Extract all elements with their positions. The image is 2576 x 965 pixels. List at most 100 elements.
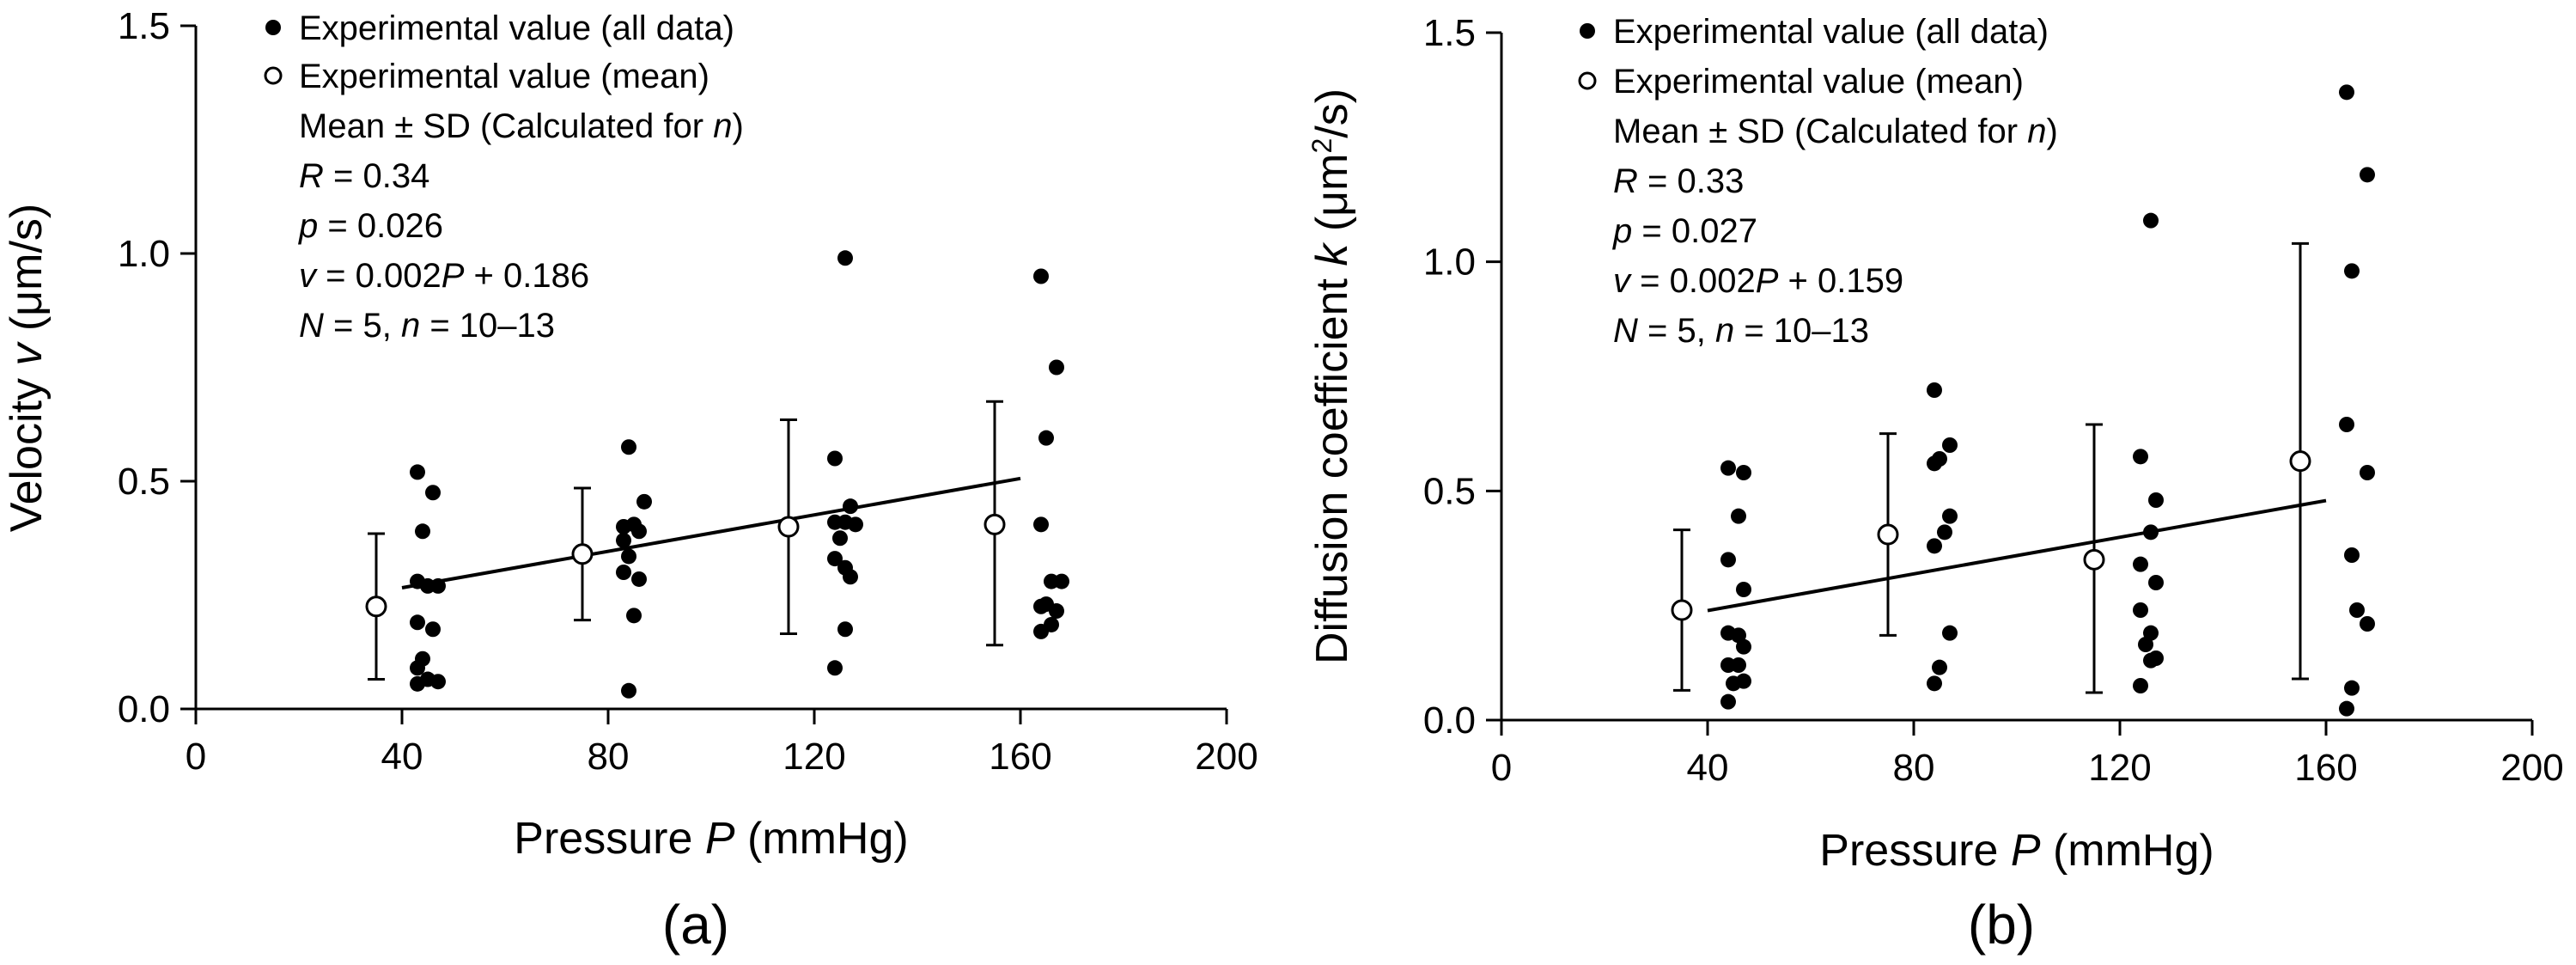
data-point <box>2143 652 2159 669</box>
data-points-a <box>410 250 1069 699</box>
data-point <box>616 565 631 580</box>
data-point <box>848 516 863 533</box>
data-point <box>1054 573 1069 589</box>
data-point <box>425 485 441 501</box>
x-tick-label: 120 <box>783 736 845 778</box>
legend-marker-mean <box>1578 71 1597 90</box>
x-tick-label: 0 <box>1491 747 1512 789</box>
x-tick-label: 120 <box>2088 747 2151 789</box>
mean-point <box>2083 548 2105 571</box>
data-point <box>410 464 425 480</box>
ticks-a: 0.0 0.5 1.0 1.5 0 40 80 120 160 200 <box>118 5 1258 778</box>
y-axis-title: Velocity v (μm/s) <box>2 204 52 532</box>
data-point <box>636 493 652 510</box>
mean-points-a <box>365 513 1006 618</box>
y-tick-label: 0.0 <box>1423 699 1476 742</box>
data-point <box>1937 524 1952 541</box>
mean-point <box>1877 523 1899 546</box>
data-point <box>1033 623 1049 639</box>
y-tick-label: 0.5 <box>1423 470 1476 512</box>
y-tick-label: 1.5 <box>1423 12 1476 54</box>
data-point <box>621 682 636 699</box>
data-point <box>1033 268 1049 284</box>
legend-p: p = 0.027 <box>1612 212 1757 250</box>
x-tick-label: 200 <box>2500 747 2563 789</box>
data-point <box>2133 602 2148 618</box>
data-point <box>2344 263 2360 279</box>
data-point <box>837 621 853 638</box>
error-bars-a <box>368 400 1003 681</box>
data-point <box>2148 492 2164 508</box>
data-point <box>1736 638 1751 655</box>
x-tick-label: 200 <box>1195 736 1258 778</box>
data-point <box>631 571 647 587</box>
data-point <box>843 498 858 515</box>
axes-a <box>194 26 1227 711</box>
fit-line-a <box>401 476 1021 589</box>
mean-point <box>1671 599 1693 621</box>
panel-label: (b) <box>1968 894 2035 956</box>
legend-all-data: Experimental value (all data) <box>299 9 734 47</box>
legend-marker-mean <box>264 66 283 85</box>
data-point <box>2339 84 2354 101</box>
panel-a: 0.0 0.5 1.0 1.5 0 40 80 120 160 200 Velocity v (μ… <box>2 5 1258 956</box>
data-point <box>410 614 425 631</box>
data-point <box>616 532 631 548</box>
x-tick-label: 40 <box>381 736 423 778</box>
legend-b: Experimental value (all data) Experiment… <box>1578 13 2058 350</box>
x-tick-label: 80 <box>588 736 630 778</box>
data-point <box>415 523 430 540</box>
y-tick-label: 1.0 <box>118 233 170 275</box>
data-point <box>1033 516 1049 533</box>
data-point <box>1927 382 1942 398</box>
mean-point <box>571 543 594 565</box>
data-point <box>2148 575 2164 590</box>
data-point <box>1736 465 1751 480</box>
x-tick-label: 80 <box>1893 747 1935 789</box>
data-point <box>1720 460 1736 476</box>
mean-point <box>777 516 800 538</box>
data-point <box>1942 625 1958 641</box>
data-point <box>631 523 647 540</box>
data-point <box>827 450 843 467</box>
legend-equation: v = 0.002P + 0.159 <box>1613 262 1903 300</box>
error-bars-b <box>1673 241 2309 694</box>
data-point <box>2349 602 2365 618</box>
data-point <box>2133 678 2148 693</box>
data-point <box>827 660 843 676</box>
data-point <box>2360 167 2375 183</box>
data-point <box>430 674 446 690</box>
data-point <box>1731 508 1746 524</box>
data-point <box>1927 455 1942 472</box>
fit-line-b <box>1707 498 2327 613</box>
legend-p: p = 0.026 <box>298 207 443 245</box>
x-tick-label: 0 <box>186 736 206 778</box>
data-point <box>430 577 446 594</box>
legend-equation: v = 0.002P + 0.186 <box>299 257 589 295</box>
data-point <box>1942 437 1958 453</box>
regression-line <box>1707 498 2327 613</box>
data-point <box>1927 538 1942 554</box>
data-point <box>1049 359 1064 376</box>
regression-line <box>401 476 1021 589</box>
data-point <box>837 250 853 266</box>
y-tick-label: 0.0 <box>118 688 170 730</box>
legend-r: R = 0.33 <box>1613 162 1744 200</box>
data-point <box>621 548 636 565</box>
x-tick-label: 160 <box>2294 747 2357 789</box>
legend-sd: Mean ± SD (Calculated for n) <box>299 107 744 145</box>
data-point <box>425 621 441 638</box>
ticks-b: 0.0 0.5 1.0 1.5 0 40 80 120 160 200 <box>1423 12 2564 789</box>
legend-marker-all-data <box>265 20 281 35</box>
data-point <box>2133 449 2148 465</box>
legend-sample-size: N = 5, n = 10–13 <box>299 307 555 345</box>
data-point <box>1726 675 1741 692</box>
legend-sample-size: N = 5, n = 10–13 <box>1613 312 1869 350</box>
panel-label: (a) <box>662 894 729 956</box>
data-point <box>827 551 843 567</box>
data-point <box>2339 417 2354 432</box>
data-point <box>2143 212 2159 229</box>
data-point <box>832 530 848 547</box>
data-point <box>410 675 425 692</box>
